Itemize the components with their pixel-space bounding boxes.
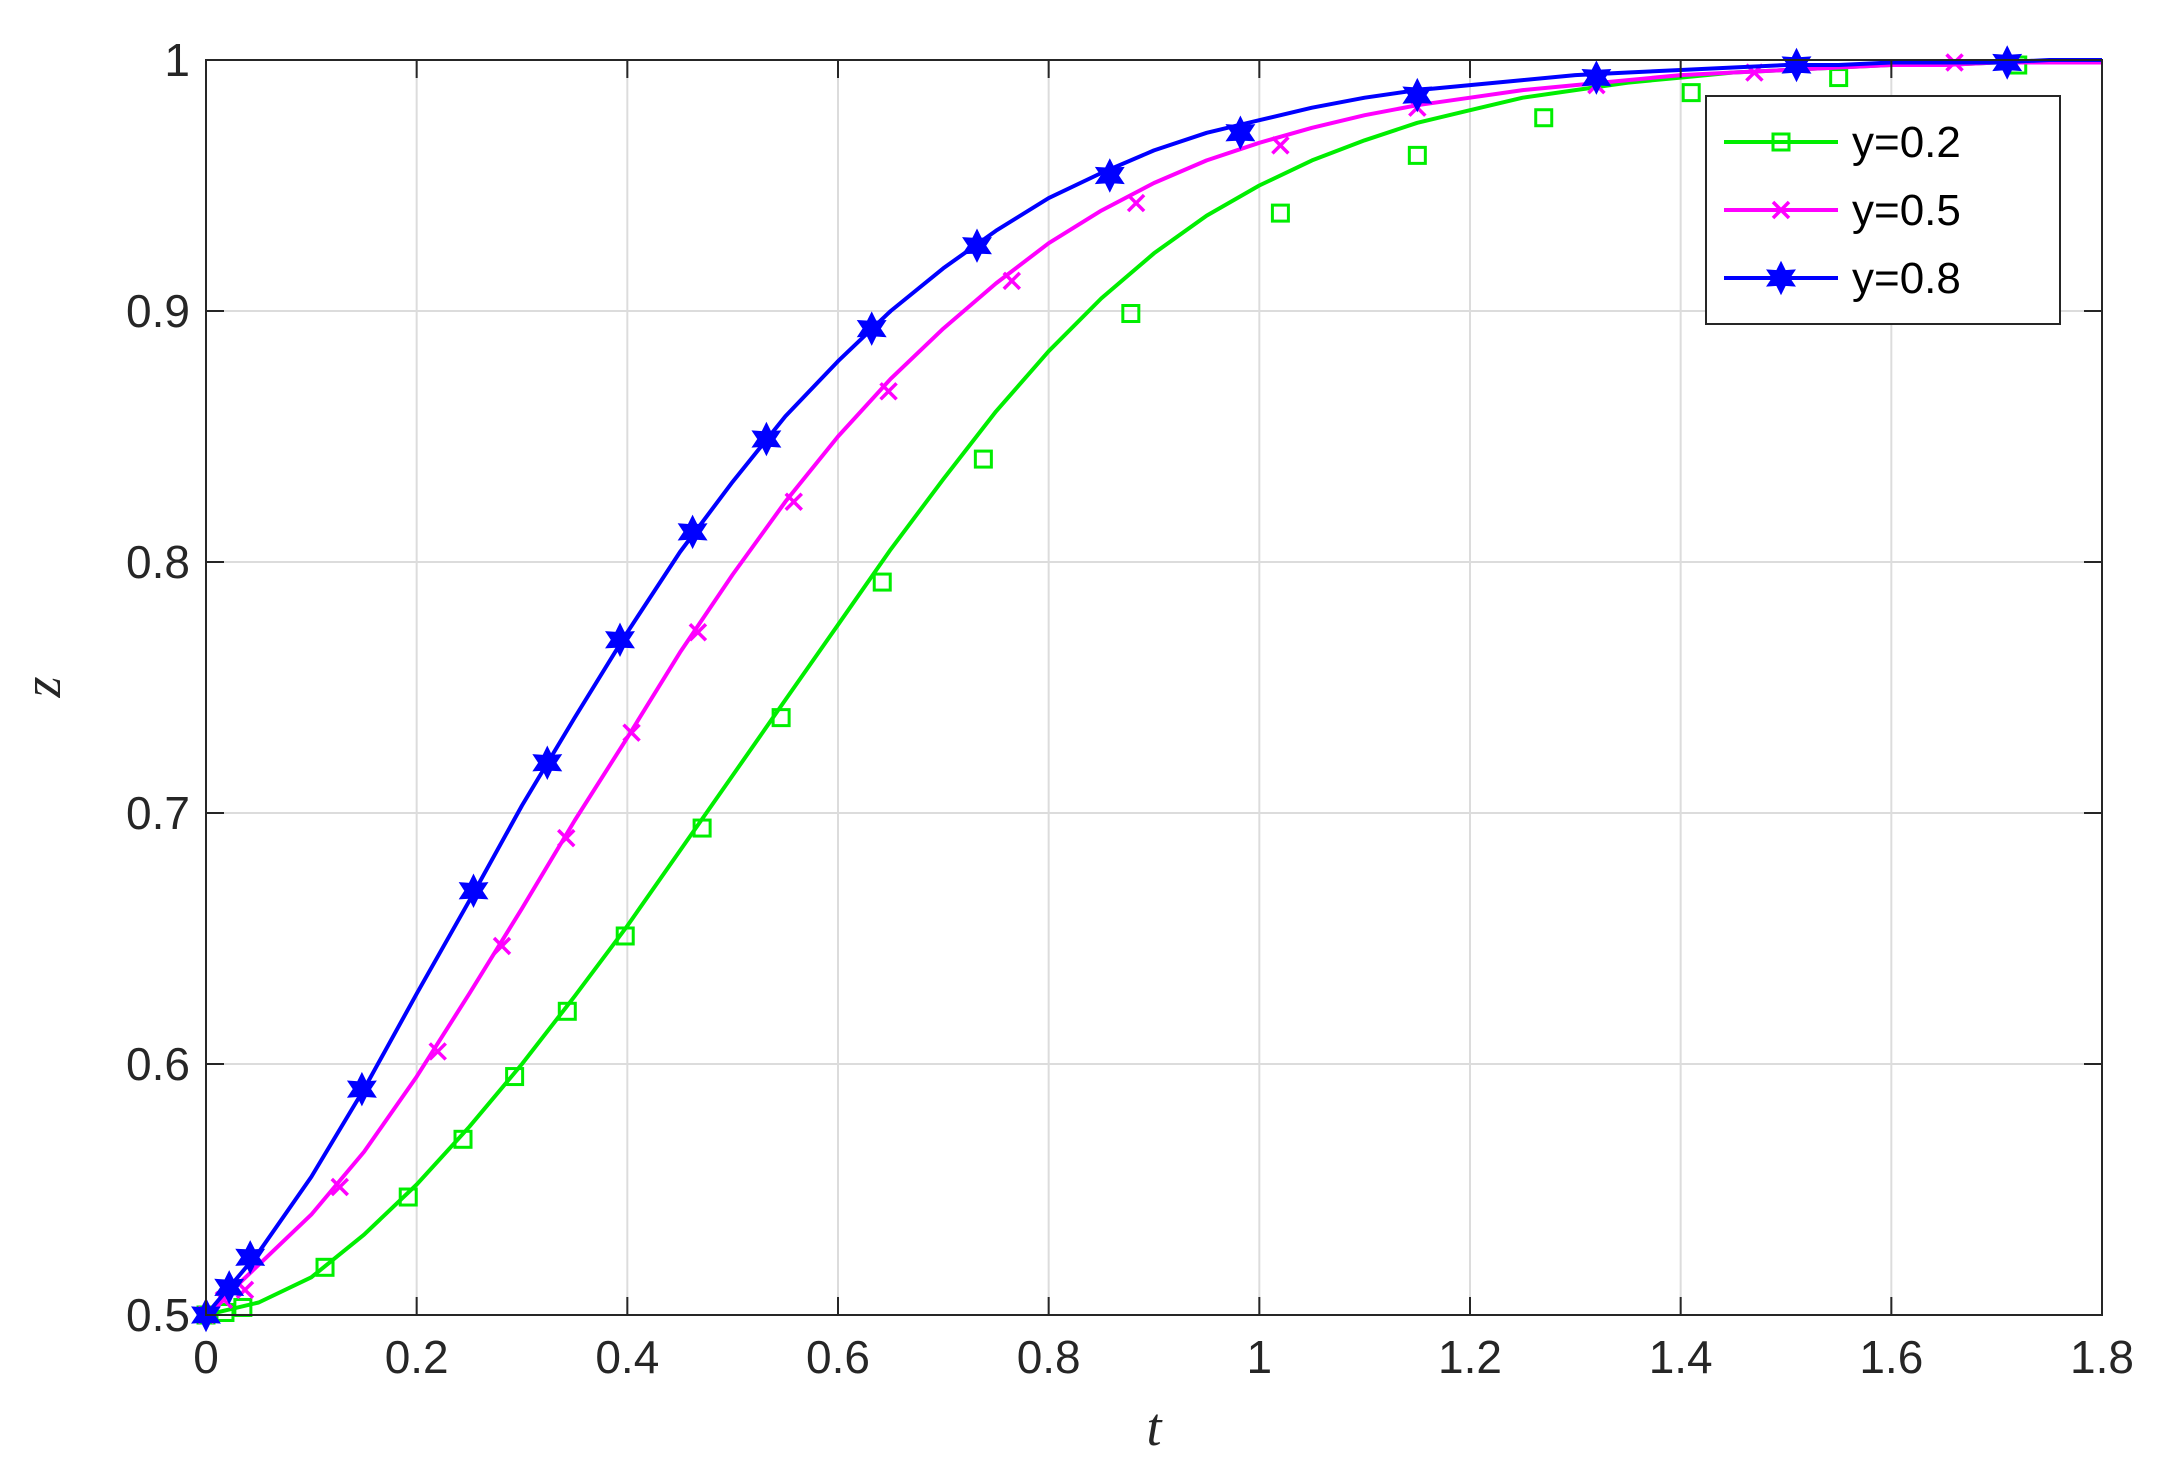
data-point <box>557 1001 577 1021</box>
data-point <box>688 623 708 642</box>
data-point <box>330 1177 350 1197</box>
data-point <box>214 1270 245 1305</box>
data-point <box>615 926 635 946</box>
x-tick-label: 1.2 <box>1438 1331 1502 1383</box>
data-point <box>784 492 803 511</box>
y-tick-label: 0.8 <box>126 536 190 588</box>
legend-label: y=0.8 <box>1852 254 1961 303</box>
data-point <box>1829 68 1849 88</box>
legend-item: y=0.5 <box>1724 186 1961 235</box>
data-point <box>692 818 712 838</box>
data-point <box>505 1067 525 1087</box>
data-point <box>1126 193 1146 213</box>
legend-item: y=0.8 <box>1724 254 1961 303</box>
data-point <box>1992 45 2023 80</box>
data-point <box>622 723 641 742</box>
plot-frame <box>205 59 2103 1316</box>
legend: y=0.2 y=0.5 y=0.8 <box>1705 95 2061 325</box>
data-point <box>346 1071 377 1107</box>
data-point <box>1407 145 1427 165</box>
data-point <box>677 514 708 550</box>
legend-marker <box>1771 200 1791 220</box>
legend-label: y=0.2 <box>1852 118 1961 167</box>
data-point <box>1402 77 1433 113</box>
x-tick-label: 0 <box>193 1331 219 1383</box>
data-point <box>1094 158 1125 193</box>
data-point <box>1581 60 1612 95</box>
data-point <box>1002 271 1022 291</box>
data-point <box>453 1129 473 1149</box>
data-point <box>1681 83 1701 103</box>
data-point <box>315 1257 335 1277</box>
x-tick-label: 1.4 <box>1649 1331 1713 1383</box>
legend-marker <box>1771 132 1791 152</box>
x-tick-label: 1.6 <box>1859 1331 1923 1383</box>
data-point <box>532 745 563 781</box>
legend-label: y=0.5 <box>1852 186 1961 235</box>
data-point <box>751 421 782 457</box>
data-point <box>856 311 887 346</box>
y-axis-label: z <box>12 676 72 698</box>
data-point <box>1270 203 1290 223</box>
data-point <box>872 572 892 592</box>
data-point <box>557 828 576 848</box>
data-point <box>1534 108 1554 128</box>
series-y=0.8 <box>191 45 2102 1333</box>
x-tick-label: 1.8 <box>2070 1331 2134 1383</box>
data-point <box>1271 136 1290 155</box>
legend-item: y=0.2 <box>1724 118 1961 167</box>
y-tick-label: 0.6 <box>126 1038 190 1090</box>
x-tick-label: 1 <box>1247 1331 1273 1383</box>
data-point <box>398 1187 418 1207</box>
data-point <box>428 1042 447 1061</box>
x-tick-label: 0.2 <box>385 1331 449 1383</box>
data-point <box>879 382 898 401</box>
series-group <box>191 45 2102 1333</box>
x-tick-label: 0.4 <box>595 1331 659 1383</box>
data-point <box>492 936 512 956</box>
data-point <box>1121 304 1141 324</box>
series-line <box>204 58 2102 1317</box>
data-point <box>973 449 993 469</box>
y-tick-label: 1 <box>164 34 190 86</box>
y-tick-label: 0.9 <box>126 285 190 337</box>
data-point <box>962 228 992 263</box>
data-point <box>605 622 635 658</box>
y-tick-label: 0.7 <box>126 787 190 839</box>
x-tick-label: 0.8 <box>1017 1331 1081 1383</box>
data-point <box>458 873 489 909</box>
y-tick-label: 0.5 <box>126 1289 190 1341</box>
x-tick-label: 0.6 <box>806 1331 870 1383</box>
x-axis-label: t <box>1146 1397 1163 1457</box>
data-point <box>215 1302 235 1322</box>
data-point <box>1225 115 1256 151</box>
legend-marker <box>1766 260 1796 296</box>
data-point <box>235 1240 266 1275</box>
ticks: 0 0.2 0.4 0.6 0.8 1 1.2 1.4 1.6 1.8 0.5 0.6 0.7 0.8 0.… <box>126 34 2134 1383</box>
data-point <box>1781 47 1812 83</box>
data-point <box>771 708 791 728</box>
